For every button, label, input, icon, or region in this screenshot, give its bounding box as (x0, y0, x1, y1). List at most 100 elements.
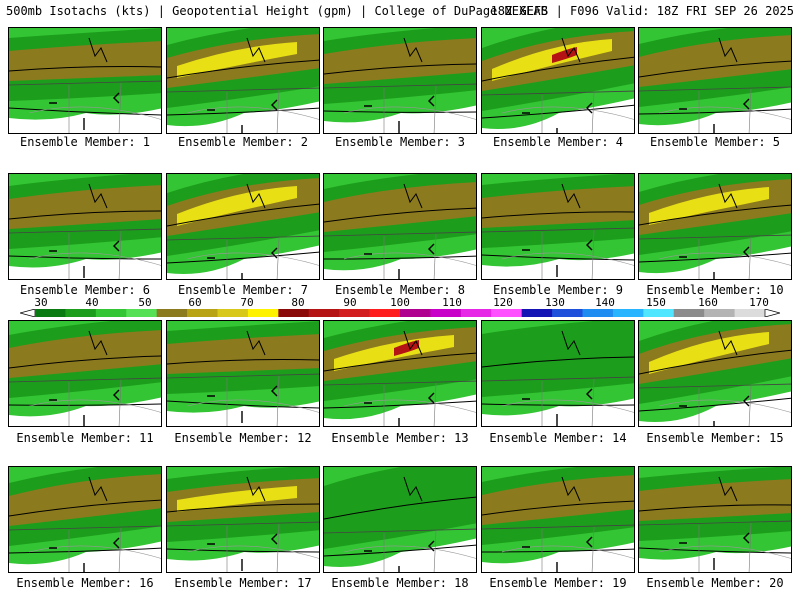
state-border (383, 530, 437, 572)
river-coast (679, 532, 750, 570)
ensemble-member-label: Ensemble Member: 12 (174, 431, 312, 445)
ensemble-member-label: Ensemble Member: 16 (16, 576, 154, 590)
lake-outline (718, 183, 738, 209)
ensemble-member-label: Ensemble Member: 9 (492, 283, 624, 297)
isotach-map-svg (639, 467, 791, 572)
wind-speed-band-60kt (9, 330, 161, 378)
wind-speed-band-60kt (482, 186, 634, 228)
state-border (541, 526, 595, 572)
lake-outline (88, 476, 108, 502)
height-contour (324, 352, 476, 372)
wind-speed-band-60kt (639, 35, 791, 87)
country-border (639, 520, 791, 526)
state-border (186, 545, 319, 559)
colorbar-segment (612, 309, 644, 317)
ensemble-member-map (638, 466, 792, 573)
isotach-map-svg (167, 174, 319, 279)
colorbar-tick-label: 160 (698, 296, 718, 309)
isotach-map-svg (9, 28, 161, 133)
isotach-map-svg (324, 467, 476, 572)
height-contour (324, 255, 476, 260)
river-coast (49, 240, 120, 278)
height-contour (9, 547, 161, 554)
colorbar-segment (552, 309, 583, 317)
country-border (482, 524, 634, 530)
height-contour (167, 548, 319, 553)
ensemble-member-label: Ensemble Member: 5 (649, 135, 781, 149)
isotach-map-svg (639, 174, 791, 279)
colorbar-tick-label: 40 (85, 296, 99, 309)
height-contour (324, 63, 476, 75)
lake-outline (561, 330, 581, 356)
ensemble-member-map (638, 320, 792, 427)
wind-speed-band-70kt (177, 186, 297, 226)
state-border (343, 106, 476, 120)
country-border (324, 231, 476, 237)
height-contour (639, 349, 791, 375)
lake-outline (246, 476, 266, 502)
height-contour (639, 397, 791, 412)
colorbar-segment (400, 309, 431, 317)
ensemble-member-map (166, 27, 320, 134)
ensemble-member-map (638, 27, 792, 134)
state-border (28, 399, 161, 413)
river-coast (364, 540, 435, 572)
colorbar-segment (35, 309, 66, 317)
river-coast (207, 247, 278, 279)
colorbar-tick-label: 110 (442, 296, 462, 309)
country-border (482, 376, 634, 382)
height-contour (167, 251, 319, 264)
height-contour (167, 359, 319, 365)
isotach-map-svg (167, 467, 319, 572)
wind-speed-band-60kt (324, 38, 476, 84)
colorbar-tick-label: 150 (646, 296, 666, 309)
state-border (501, 106, 634, 120)
lake-outline (561, 476, 581, 502)
height-contour (9, 403, 161, 406)
colorbar-segment (217, 309, 249, 317)
isotach-map-svg (482, 467, 634, 572)
colorbar-segment (369, 309, 401, 317)
country-border (639, 86, 791, 92)
ensemble-member-label: Ensemble Member: 15 (646, 431, 784, 445)
ensemble-member-map (8, 27, 162, 134)
ensemble-member-label: Ensemble Member: 2 (177, 135, 309, 149)
height-contour (482, 500, 634, 516)
ensemble-member-map (323, 320, 477, 427)
colorbar-segment (339, 309, 371, 317)
country-border (482, 90, 634, 96)
lake-outline (718, 330, 738, 356)
height-contour (167, 503, 319, 513)
colorbar-segment (187, 309, 218, 317)
height-contour (9, 66, 161, 72)
state-border (541, 378, 595, 426)
ensemble-member-label: Ensemble Member: 3 (334, 135, 466, 149)
height-contour (167, 59, 319, 79)
colorbar-tick-label: 140 (595, 296, 615, 309)
height-contour (482, 56, 634, 82)
river-coast (679, 246, 750, 279)
colorbar-segment (521, 309, 553, 317)
colorbar-segment (673, 309, 705, 317)
height-contour (639, 108, 791, 115)
river-coast (364, 95, 435, 133)
river-coast (522, 239, 593, 277)
ensemble-member-label: Ensemble Member: 4 (492, 135, 624, 149)
height-contour (9, 255, 161, 260)
ensemble-member-map (166, 466, 320, 573)
state-border (186, 252, 319, 266)
lake-outline (246, 183, 266, 209)
state-border (658, 399, 791, 413)
colorbar-segment (491, 309, 523, 317)
lake-outline (246, 37, 266, 63)
isotach-map-svg (324, 174, 476, 279)
lake-outline (246, 330, 266, 356)
state-border (28, 545, 161, 559)
state-border (343, 399, 476, 413)
lake-outline (88, 37, 108, 63)
isotach-map-svg (639, 28, 791, 133)
river-coast (522, 388, 593, 426)
height-contour (639, 60, 791, 78)
country-border (9, 377, 161, 383)
isotach-map-svg (482, 174, 634, 279)
